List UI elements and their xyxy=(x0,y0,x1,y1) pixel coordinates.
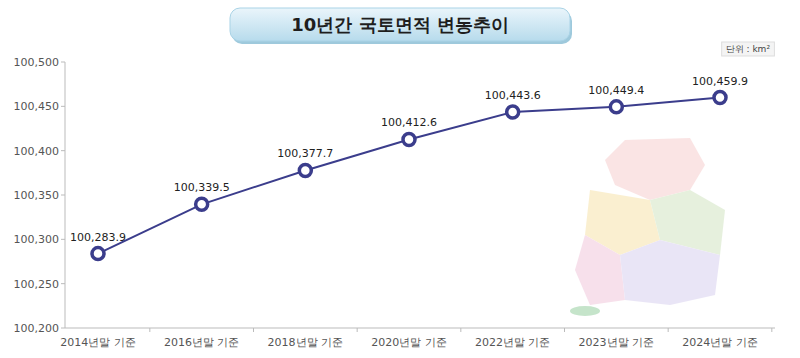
y-tick xyxy=(61,283,65,284)
data-point xyxy=(196,198,208,210)
unit-label: 단위 : km² xyxy=(726,44,771,54)
chart-svg: 10년간 국토면적 변동추이단위 : km² 100,200 100,250 100,… xyxy=(0,0,800,358)
unit-box xyxy=(722,42,775,56)
x-tick-label: 2016년말 기준 xyxy=(164,336,240,349)
y-tick-label: 100,400 xyxy=(14,145,60,158)
x-tick-label: 2023년말 기준 xyxy=(579,336,655,349)
data-label: 100,443.6 xyxy=(485,89,541,102)
y-tick-label: 100,200 xyxy=(14,322,60,335)
data-point xyxy=(299,164,311,176)
x-separator xyxy=(460,328,461,332)
y-tick xyxy=(61,239,65,240)
series-group xyxy=(92,92,726,260)
y-tick-label: 100,450 xyxy=(14,100,60,113)
x-separator xyxy=(149,328,150,332)
data-label: 100,449.4 xyxy=(588,84,644,97)
y-tick-label: 100,300 xyxy=(14,233,60,246)
y-tick xyxy=(61,150,65,151)
title-box xyxy=(230,8,570,41)
x-tick-label: 2018년말 기준 xyxy=(268,336,344,349)
map-region xyxy=(620,240,720,305)
y-tick-label: 100,500 xyxy=(14,56,60,69)
x-separator xyxy=(668,328,669,332)
data-point xyxy=(92,248,104,260)
y-tick xyxy=(61,106,65,107)
map-decoration xyxy=(570,138,725,316)
chart-container: 10년간 국토면적 변동추이단위 : km² 100,200 100,250 100,… xyxy=(0,0,800,358)
y-tick-label: 100,250 xyxy=(14,278,60,291)
x-tick-label: 2024년말 기준 xyxy=(682,336,758,349)
data-label: 100,283.9 xyxy=(70,231,126,244)
x-tick-label: 2022년말 기준 xyxy=(475,336,551,349)
x-tick-label: 2020년말 기준 xyxy=(371,336,447,349)
x-separator xyxy=(771,328,772,332)
series-line xyxy=(98,98,720,254)
data-point xyxy=(714,92,726,104)
data-point xyxy=(507,106,519,118)
title: 10년간 국토면적 변동추이 xyxy=(291,14,509,35)
y-tick xyxy=(61,62,65,63)
data-point xyxy=(403,133,415,145)
y-tick xyxy=(61,328,65,329)
map-region xyxy=(575,235,625,305)
data-label: 100,339.5 xyxy=(174,181,230,194)
x-tick-label: 2014년말 기준 xyxy=(60,336,136,349)
x-separator xyxy=(564,328,565,332)
data-label: 100,412.6 xyxy=(381,116,437,129)
data-point xyxy=(610,101,622,113)
x-separator xyxy=(253,328,254,332)
x-separator xyxy=(357,328,358,332)
map-island xyxy=(570,306,600,316)
data-label: 100,459.9 xyxy=(692,75,748,88)
y-tick xyxy=(61,195,65,196)
y-tick-label: 100,350 xyxy=(14,189,60,202)
data-label: 100,377.7 xyxy=(277,147,333,160)
